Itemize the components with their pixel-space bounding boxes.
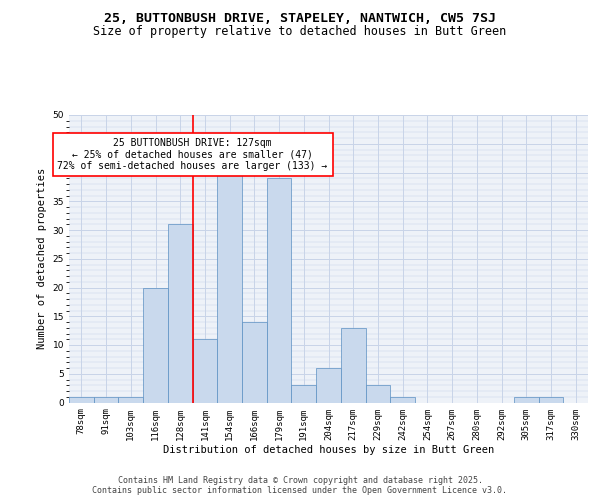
Y-axis label: Number of detached properties: Number of detached properties [37, 168, 47, 350]
Text: 25, BUTTONBUSH DRIVE, STAPELEY, NANTWICH, CW5 7SJ: 25, BUTTONBUSH DRIVE, STAPELEY, NANTWICH… [104, 12, 496, 26]
Bar [143, 288, 168, 403]
Bar [365, 385, 390, 402]
Bar [168, 224, 193, 402]
Bar [193, 339, 217, 402]
Text: Size of property relative to detached houses in Butt Green: Size of property relative to detached ho… [94, 25, 506, 38]
X-axis label: Distribution of detached houses by size in Butt Green: Distribution of detached houses by size … [163, 445, 494, 455]
Text: Contains HM Land Registry data © Crown copyright and database right 2025.
Contai: Contains HM Land Registry data © Crown c… [92, 476, 508, 495]
Bar [217, 167, 242, 402]
Bar [267, 178, 292, 402]
Bar [118, 397, 143, 402]
Text: 25 BUTTONBUSH DRIVE: 127sqm
← 25% of detached houses are smaller (47)
72% of sem: 25 BUTTONBUSH DRIVE: 127sqm ← 25% of det… [58, 138, 328, 171]
Bar [242, 322, 267, 402]
Bar [316, 368, 341, 402]
Bar [341, 328, 365, 402]
Bar [292, 385, 316, 402]
Bar [539, 397, 563, 402]
Bar [69, 397, 94, 402]
Bar [514, 397, 539, 402]
Bar [390, 397, 415, 402]
Bar [94, 397, 118, 402]
